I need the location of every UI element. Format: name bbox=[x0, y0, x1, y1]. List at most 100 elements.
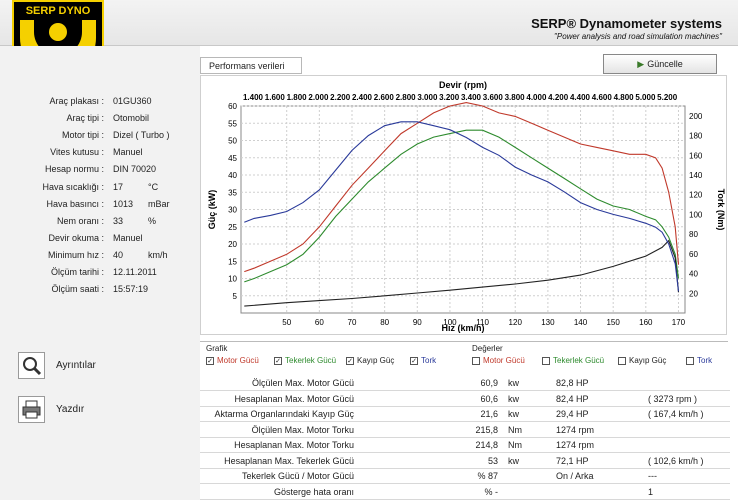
series-line-tork bbox=[244, 121, 680, 292]
checkbox-box[interactable]: ✓ bbox=[346, 356, 354, 365]
top-tick-label: 2.600 bbox=[374, 93, 395, 102]
update-label: Güncelle bbox=[647, 59, 683, 69]
results-cell-label: Gösterge hata oranı bbox=[273, 486, 354, 497]
results-cell-v2: On / Arka bbox=[556, 471, 594, 481]
results-cell-u1: kw bbox=[508, 409, 519, 419]
checkbox-box[interactable] bbox=[686, 356, 694, 365]
details-button[interactable]: Ayrıntılar bbox=[18, 352, 198, 379]
results-cell-label: Hesaplanan Max. Motor Gücü bbox=[234, 393, 354, 404]
vehicle-info-label: Nem oranı : bbox=[56, 215, 104, 226]
vehicle-info-row: Ölçüm tarihi : 12.11.2011 bbox=[0, 267, 200, 284]
y-right-axis-label: Tork (Nm) bbox=[716, 189, 726, 231]
series-line-tekerlek-g-c- bbox=[244, 129, 680, 283]
values-group-title: Değerler bbox=[472, 344, 503, 353]
vehicle-info-row: Araç tipi : Otomobil bbox=[0, 113, 200, 130]
x-tick-label: 120 bbox=[509, 318, 523, 327]
checkbox-label: Kayıp Güç bbox=[357, 356, 395, 365]
checkbox-box[interactable]: ✓ bbox=[410, 356, 418, 365]
x-tick-label: 160 bbox=[639, 318, 653, 327]
results-cell-v3: 1 bbox=[648, 486, 654, 497]
y-left-tick-label: 5 bbox=[233, 292, 238, 301]
results-cell-u1: kw bbox=[508, 455, 519, 466]
brand-title: SERP® Dynamometer systems bbox=[531, 16, 722, 31]
x-tick-label: 130 bbox=[541, 318, 555, 327]
vehicle-info-label: Motor tipi : bbox=[61, 130, 104, 141]
vehicle-info-label: Minimum hız : bbox=[47, 249, 104, 260]
y-right-tick-label: 60 bbox=[689, 250, 698, 259]
y-right-tick-label: 200 bbox=[689, 112, 703, 121]
vehicle-info-row: Araç plakası : 01GU360 bbox=[0, 96, 200, 113]
tab-performance-data[interactable]: Performans verileri bbox=[200, 57, 302, 74]
results-cell-v3: ( 102,6 km/h ) bbox=[648, 455, 704, 466]
results-cell-u1: Nm bbox=[508, 440, 522, 450]
results-row: Ölçülen Max. Motor Gücü 60,9 kw 82,8 HP bbox=[200, 376, 730, 391]
results-row: Hesaplanan Max. Motor Torku 214,8 Nm 1274 r… bbox=[200, 438, 730, 453]
y-left-tick-label: 15 bbox=[228, 257, 237, 266]
results-row: Gösterge hata oranı % - 1 bbox=[200, 485, 730, 500]
y-left-tick-label: 25 bbox=[228, 223, 237, 232]
logo-text: SERP DYNO bbox=[26, 5, 91, 17]
vehicle-info-unit: °C bbox=[148, 181, 159, 192]
checkbox-box[interactable]: ✓ bbox=[206, 356, 214, 365]
checkbox-box[interactable] bbox=[472, 356, 480, 365]
results-cell-v3: --- bbox=[648, 471, 657, 481]
checkbox-graph_group-3[interactable]: ✓ Tork bbox=[410, 356, 436, 365]
results-cell-v2: 1274 rpm bbox=[556, 440, 595, 450]
header-bar bbox=[0, 0, 738, 46]
top-tick-label: 2.000 bbox=[308, 93, 329, 102]
vehicle-info-row: Motor tipi : Dizel ( Turbo ) bbox=[0, 130, 200, 147]
y-left-tick-label: 30 bbox=[228, 206, 237, 215]
chart-svg: 50 60 70 80 90 100 110 120 130 140 150 160 170 5 10 15 2… bbox=[207, 80, 726, 333]
x-tick-label: 110 bbox=[476, 318, 489, 327]
results-cell-v2: 29,4 HP bbox=[556, 409, 589, 419]
vehicle-info-row: Ölçüm saati : 15:57:19 bbox=[0, 284, 200, 301]
checkbox-box[interactable] bbox=[542, 356, 550, 365]
top-tick-label: 3.000 bbox=[417, 93, 438, 102]
results-cell-v2: 1274 rpm bbox=[556, 424, 595, 435]
print-button[interactable]: Yazdır bbox=[18, 396, 198, 423]
vehicle-info-label: Araç plakası : bbox=[49, 96, 104, 106]
y-right-tick-label: 40 bbox=[689, 270, 698, 279]
update-button[interactable]: ▶ Güncelle bbox=[603, 54, 717, 74]
y-right-tick-label: 80 bbox=[689, 230, 698, 239]
vehicle-info-label: Hesap normu : bbox=[44, 164, 104, 175]
y-left-tick-label: 10 bbox=[228, 275, 237, 284]
values-group bbox=[468, 341, 728, 371]
top-tick-label: 1.600 bbox=[265, 93, 286, 102]
checkbox-graph_group-0[interactable]: ✓ Motor Gücü bbox=[206, 356, 259, 365]
vehicle-info-label: Hava basıncı : bbox=[46, 198, 104, 209]
checkbox-box[interactable]: ✓ bbox=[274, 356, 282, 365]
results-cell-v1: 53 bbox=[487, 455, 498, 466]
results-row: Ölçülen Max. Motor Torku 215,8 Nm 1274 rpm bbox=[200, 423, 730, 438]
top-tick-label: 3.600 bbox=[483, 93, 504, 102]
results-row: Tekerlek Gücü / Motor Gücü % 87 On / Arka -… bbox=[200, 469, 730, 484]
y-right-tick-label: 160 bbox=[689, 151, 703, 160]
x-tick-label: 90 bbox=[413, 318, 422, 327]
checkbox-value_group-0[interactable]: Motor Gücü bbox=[472, 356, 525, 365]
vehicle-info-value: Manuel bbox=[113, 147, 143, 158]
top-tick-label: 2.800 bbox=[396, 93, 417, 102]
checkbox-box[interactable] bbox=[618, 356, 626, 365]
checkbox-value_group-3[interactable]: Tork bbox=[686, 356, 712, 365]
top-tick-label: 4.600 bbox=[592, 93, 613, 102]
y-left-tick-label: 20 bbox=[228, 240, 237, 249]
checkbox-graph_group-2[interactable]: ✓ Kayıp Güç bbox=[346, 356, 394, 365]
y-left-tick-label: 35 bbox=[228, 188, 237, 197]
x-tick-label: 170 bbox=[672, 318, 686, 327]
results-cell-v1: 60,9 bbox=[480, 378, 498, 388]
top-tick-label: 4.800 bbox=[614, 93, 635, 102]
checkbox-graph_group-1[interactable]: ✓ Tekerlek Gücü bbox=[274, 356, 336, 365]
results-cell-v1: 214,8 bbox=[475, 440, 498, 450]
graph-group bbox=[200, 341, 468, 371]
x-axis-label: Hız (km/h) bbox=[441, 323, 484, 333]
checkbox-value_group-2[interactable]: Kayıp Güç bbox=[618, 356, 666, 365]
y-left-tick-label: 60 bbox=[228, 102, 237, 111]
vehicle-info-value: Otomobil bbox=[113, 113, 150, 124]
series-line-kay-p-g- bbox=[244, 239, 680, 307]
vehicle-info-value: Dizel ( Turbo ) bbox=[113, 130, 170, 141]
graph-group-title: Grafik bbox=[206, 344, 228, 353]
checkbox-value_group-1[interactable]: Tekerlek Gücü bbox=[542, 356, 604, 365]
series-line-motor-g-c- bbox=[244, 102, 680, 273]
results-cell-v1: 215,8 bbox=[475, 424, 498, 435]
checkbox-label: Kayıp Güç bbox=[629, 356, 667, 365]
